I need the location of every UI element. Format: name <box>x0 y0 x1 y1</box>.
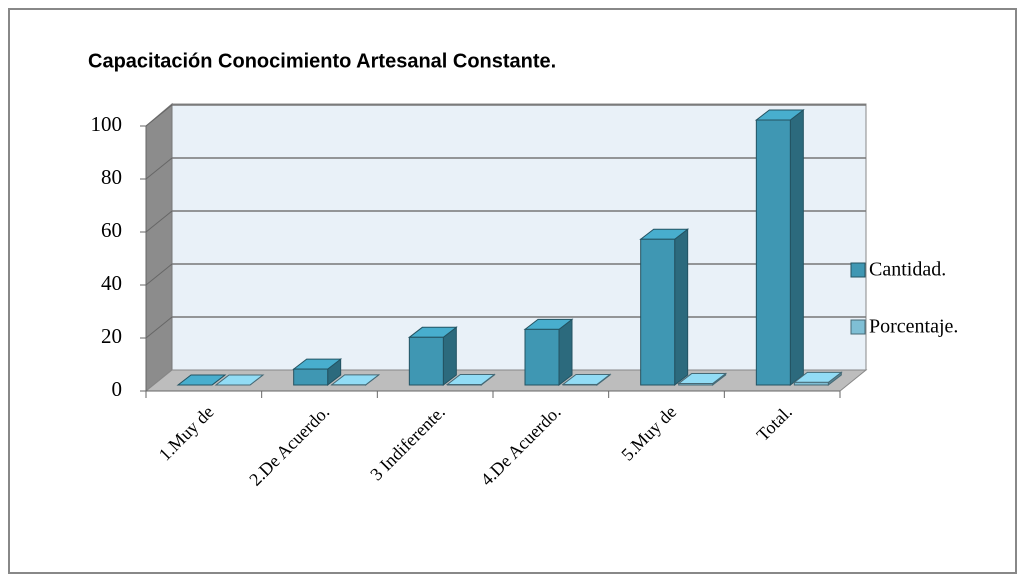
grid-line <box>145 263 173 286</box>
y-tick-label: 80 <box>101 165 122 189</box>
bar-side <box>674 228 689 387</box>
bar <box>408 336 444 386</box>
bar-side <box>558 318 573 387</box>
grid-line <box>145 104 173 127</box>
legend-label: Cantidad. <box>869 259 946 281</box>
bar <box>524 328 560 386</box>
bar-top <box>214 374 265 386</box>
grid-line <box>145 210 173 233</box>
y-tick-label: 0 <box>112 377 123 401</box>
y-tick-label: 40 <box>101 271 122 295</box>
chart-title: Capacitación Conocimiento Artesanal Cons… <box>88 50 556 72</box>
bar <box>640 238 676 386</box>
y-tick-label: 100 <box>91 112 123 136</box>
legend-label: Porcentaje. <box>869 316 958 338</box>
bar <box>755 119 791 386</box>
bar <box>293 368 329 386</box>
bar <box>793 381 829 386</box>
bar-top <box>176 374 227 386</box>
bar-side <box>789 108 804 387</box>
y-tick-label: 60 <box>101 218 122 242</box>
legend-swatch <box>850 319 866 335</box>
bar <box>678 383 714 386</box>
legend-swatch <box>850 262 866 278</box>
grid-line <box>145 316 173 339</box>
bar <box>562 383 598 386</box>
side-wall <box>145 102 173 393</box>
grid-line <box>145 157 173 180</box>
y-tick-label: 20 <box>101 324 122 348</box>
